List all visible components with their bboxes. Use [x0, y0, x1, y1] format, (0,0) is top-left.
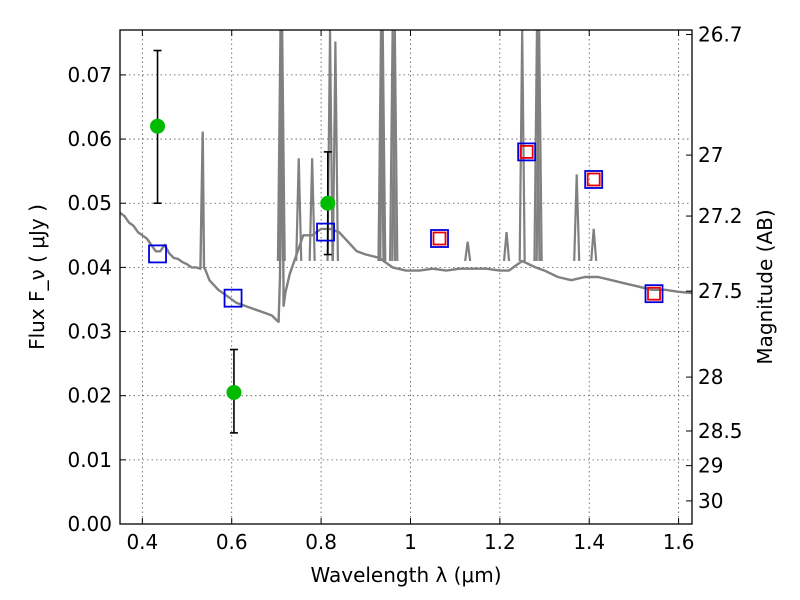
y-tick-label: 0.04 — [67, 255, 112, 279]
y-tick-label: 0.00 — [67, 512, 112, 536]
model-flux-marker-red — [586, 172, 601, 187]
model-flux-marker-blue — [644, 284, 664, 304]
model-flux-marker-red — [519, 144, 534, 159]
x-tick-label: 1 — [404, 530, 417, 554]
emission-line-spike — [502, 231, 511, 262]
emission-line-spike — [379, 30, 387, 261]
x-tick-label: 1.4 — [573, 530, 605, 554]
emission-line-spike — [295, 158, 303, 261]
right-axis-title: Magnitude (AB) — [753, 209, 777, 364]
emission-line-spike — [278, 30, 286, 261]
emission-line-spike — [308, 158, 316, 261]
right-tick-label: 26.7 — [698, 22, 743, 46]
plot-series — [120, 30, 692, 434]
model-flux-marker-blue — [584, 170, 604, 189]
emission-line-spike — [391, 30, 399, 261]
observed-flux-point — [226, 384, 242, 400]
y-tick-label: 0.01 — [67, 448, 112, 472]
model-flux-marker-blue — [517, 142, 537, 162]
axis-ticks: 0.4 0.6 0.8 1 1.2 1.4 1.6 0.00 0.01 0.02 0.03 0.04 0… — [67, 22, 742, 554]
right-tick-label: 29 — [698, 454, 723, 478]
x-tick-label: 0.8 — [305, 530, 337, 554]
grid — [120, 30, 692, 525]
x-tick-label: 0.6 — [216, 530, 248, 554]
model-flux-marker-blue — [430, 229, 449, 248]
emission-line-spike — [590, 228, 598, 262]
emission-line-spike — [377, 30, 385, 261]
emission-line-spike — [518, 30, 526, 261]
x-tick-label: 1.6 — [663, 530, 695, 554]
right-tick-label: 27 — [698, 143, 723, 167]
y-tick-label: 0.06 — [67, 127, 112, 151]
model-flux-marker-blue — [223, 288, 243, 308]
emission-line-spike — [331, 41, 339, 261]
y-tick-label: 0.07 — [67, 63, 112, 87]
right-tick-label: 28.5 — [698, 419, 743, 443]
observed-flux-point — [150, 118, 166, 134]
emission-line-spike — [535, 30, 543, 261]
model-flux-marker-blue — [148, 244, 167, 264]
y-tick-label: 0.05 — [67, 191, 112, 215]
right-tick-label: 27.2 — [698, 204, 743, 228]
model-flux-marker-blue — [316, 222, 335, 242]
y-axis-title: Flux F_ν ( μJy ) — [25, 204, 49, 350]
emission-line-spike — [573, 174, 581, 261]
observed-flux-point — [320, 195, 336, 211]
right-tick-label: 30 — [698, 489, 723, 513]
y-tick-label: 0.02 — [67, 384, 112, 408]
model-flux-marker-red — [432, 231, 447, 246]
plot-frame — [119, 29, 693, 525]
y-tick-label: 0.03 — [67, 320, 112, 344]
x-axis-title: Wavelength λ (μm) — [310, 563, 501, 587]
emission-line-spike — [276, 30, 285, 261]
model-flux-marker-red — [647, 286, 661, 301]
x-tick-label: 0.4 — [126, 530, 158, 554]
x-tick-label: 1.2 — [484, 530, 516, 554]
right-tick-label: 28 — [698, 365, 723, 389]
emission-line-spike — [464, 241, 472, 262]
spectrum-line — [120, 30, 692, 324]
right-tick-label: 27.5 — [698, 279, 743, 303]
